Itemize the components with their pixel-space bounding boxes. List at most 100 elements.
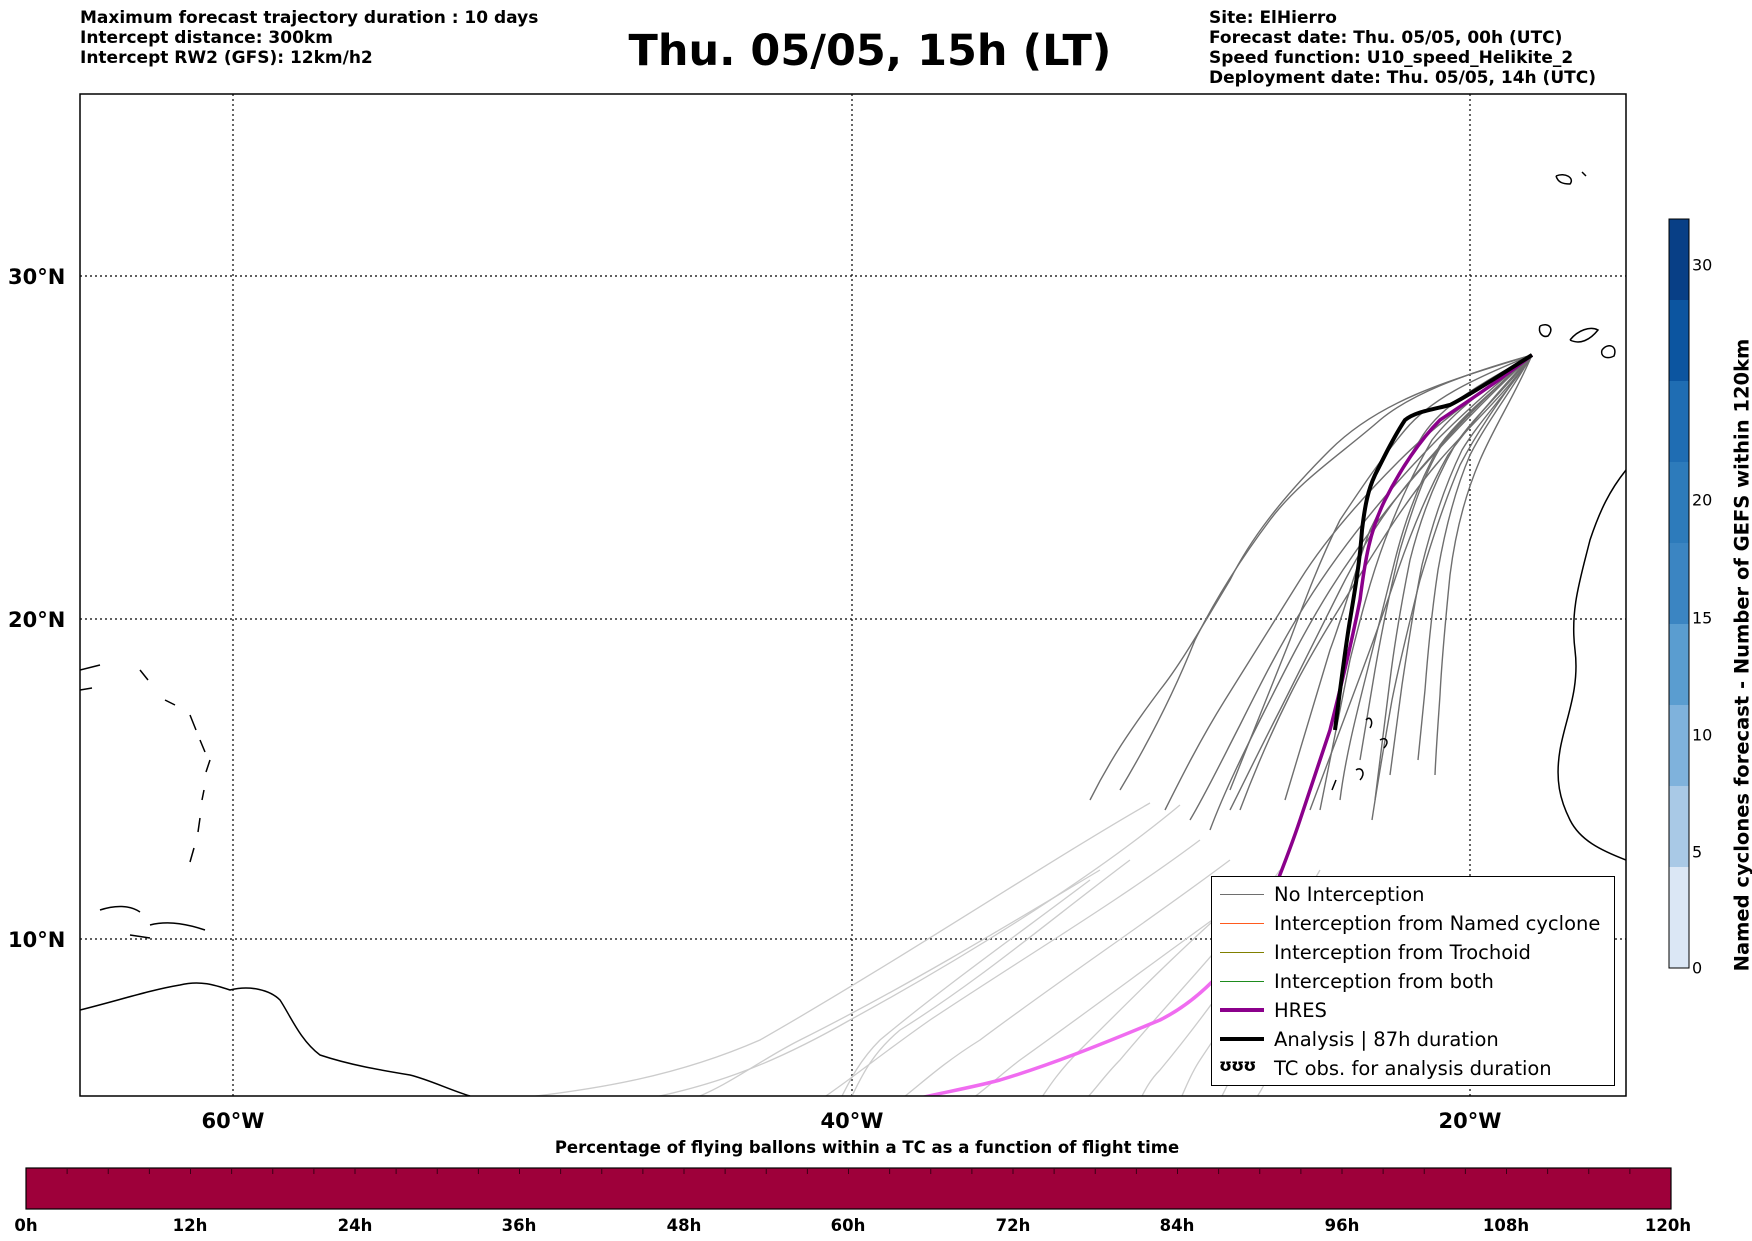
ensemble-track xyxy=(1209,354,1533,831)
hbar-tick-72h: 72h xyxy=(995,1216,1031,1235)
hbar-tick-108h: 108h xyxy=(1482,1216,1530,1235)
ensemble-track xyxy=(1229,354,1533,811)
hbar-tick-36h: 36h xyxy=(501,1216,537,1235)
legend-label: Interception from Named cyclone xyxy=(1274,912,1601,935)
hbar-tick-96h: 96h xyxy=(1324,1216,1360,1235)
coastlines xyxy=(80,171,1626,1096)
ensemble-track xyxy=(1417,354,1533,761)
ensemble-track xyxy=(1339,354,1533,801)
vbar-tick-30: 30 xyxy=(1692,255,1713,275)
legend-swatch-purple xyxy=(1220,1008,1264,1012)
ensemble-track xyxy=(1309,354,1533,811)
cyclone-symbol-icon: ʊʊʊ xyxy=(1219,1056,1256,1076)
legend-swatch-black xyxy=(1220,1037,1264,1041)
lon-label-20w: 20°W xyxy=(1439,1109,1502,1133)
vbar-segment xyxy=(1669,219,1689,300)
legend: No Interception Interception from Named … xyxy=(1211,876,1615,1086)
legend-item-trochoid: Interception from Trochoid xyxy=(1212,939,1614,968)
ensemble-track xyxy=(1189,354,1533,821)
vbar-frame xyxy=(1668,218,1690,969)
caribbean-south xyxy=(99,905,206,939)
page-title: Thu. 05/05, 15h (LT) xyxy=(0,26,1752,76)
legend-label: Interception from Trochoid xyxy=(1274,941,1531,964)
intercept-distance-text: Intercept distance: 300km xyxy=(80,28,333,48)
vbar-segment xyxy=(1669,786,1689,867)
faded-track xyxy=(656,804,1181,1096)
ensemble-track xyxy=(1371,354,1533,821)
legend-item-both: Interception from both xyxy=(1212,968,1614,997)
legend-item-hres: HRES xyxy=(1212,997,1614,1026)
vbar-segment xyxy=(1669,867,1689,968)
site-text: Site: ElHierro xyxy=(1209,8,1337,28)
africa-coast xyxy=(1557,469,1626,861)
analysis-track xyxy=(1333,353,1534,731)
legend-item-no-interception: No Interception xyxy=(1212,881,1614,910)
ensemble-track xyxy=(1164,354,1533,811)
hbar-title: Percentage of flying ballons within a TC… xyxy=(0,1138,1752,1157)
faded-track xyxy=(698,869,1101,1096)
map-frame xyxy=(79,93,1627,1097)
vbar-segment xyxy=(1669,543,1689,624)
vbar-segment xyxy=(1669,381,1689,462)
legend-item-named-cyclone: Interception from Named cyclone xyxy=(1212,910,1614,939)
hres-track xyxy=(1268,353,1534,901)
hbar-tick-0h: 0h xyxy=(14,1216,38,1235)
vbar-tick-5: 5 xyxy=(1692,842,1703,862)
page-title-text: Thu. 05/05, 15h (LT) xyxy=(628,26,1112,76)
hbar-tick-12h: 12h xyxy=(172,1216,208,1235)
forecast-date-text: Forecast date: Thu. 05/05, 00h (UTC) xyxy=(1209,28,1563,48)
legend-swatch-gray xyxy=(1220,894,1264,895)
ensemble-track xyxy=(1119,354,1533,791)
legend-item-analysis: Analysis | 87h duration xyxy=(1212,1026,1614,1055)
ensemble-track xyxy=(1319,354,1533,811)
max-duration-text: Maximum forecast trajectory duration : 1… xyxy=(80,8,539,28)
lon-label-40w: 40°W xyxy=(821,1109,884,1133)
canary-islands xyxy=(1538,324,1616,359)
intercept-rw2-text: Intercept RW2 (GFS): 12km/h2 xyxy=(80,48,373,68)
no-interception-tracks xyxy=(1089,354,1533,831)
ensemble-track xyxy=(1229,354,1533,791)
madeira-islands xyxy=(1555,171,1587,185)
ensemble-track xyxy=(1389,354,1533,776)
hbar-tick-120h: 120h xyxy=(1644,1216,1692,1235)
legend-item-tc-obs: ʊʊʊ TC obs. for analysis duration xyxy=(1212,1055,1614,1084)
header-left-info: Maximum forecast trajectory duration : 1… xyxy=(80,8,538,68)
faded-track xyxy=(824,839,1201,1096)
faded-track xyxy=(851,859,1131,1096)
legend-label: Analysis | 87h duration xyxy=(1274,1028,1499,1051)
legend-swatch-olive xyxy=(1220,952,1264,953)
vbar-tick-0: 0 xyxy=(1692,958,1703,978)
hbar-title-text: Percentage of flying ballons within a TC… xyxy=(554,1138,1180,1157)
faded-track xyxy=(530,802,1151,1096)
vbar-label: Named cyclones forecast - Number of GEFS… xyxy=(1730,338,1752,972)
header-right-info: Site: ElHierro Forecast date: Thu. 05/05… xyxy=(1209,8,1596,88)
lat-label-20n: 20°N xyxy=(8,608,65,632)
hbar-tick-84h: 84h xyxy=(1159,1216,1195,1235)
vbar-segment xyxy=(1669,705,1689,786)
lat-label-30n: 30°N xyxy=(8,265,65,289)
ensemble-track xyxy=(1284,354,1533,801)
hbar-tick-24h: 24h xyxy=(337,1216,373,1235)
legend-label: No Interception xyxy=(1274,883,1425,906)
legend-label: HRES xyxy=(1274,999,1327,1022)
legend-label: TC obs. for analysis duration xyxy=(1274,1057,1552,1080)
vbar-segment xyxy=(1669,624,1689,705)
faded-track xyxy=(841,879,1091,1096)
ensemble-track xyxy=(1434,354,1533,776)
hbar-tick-60h: 60h xyxy=(830,1216,866,1235)
lon-label-60w: 60°W xyxy=(202,1109,265,1133)
legend-label: Interception from both xyxy=(1274,970,1494,993)
legend-swatch-orange xyxy=(1220,923,1264,924)
lat-label-10n: 10°N xyxy=(8,928,65,952)
horizontal-colorbar xyxy=(25,1167,1672,1210)
cape-verde-islands xyxy=(1331,717,1388,791)
caribbean-islands xyxy=(80,664,211,863)
ensemble-track xyxy=(1089,354,1533,801)
hbar-tick-48h: 48h xyxy=(666,1216,702,1235)
hbar-fill xyxy=(25,1167,1672,1210)
faded-track xyxy=(904,859,1231,1096)
vbar-tick-10: 10 xyxy=(1692,725,1713,745)
ensemble-track xyxy=(1374,354,1533,801)
speed-function-text: Speed function: U10_speed_Helikite_2 xyxy=(1209,48,1574,68)
